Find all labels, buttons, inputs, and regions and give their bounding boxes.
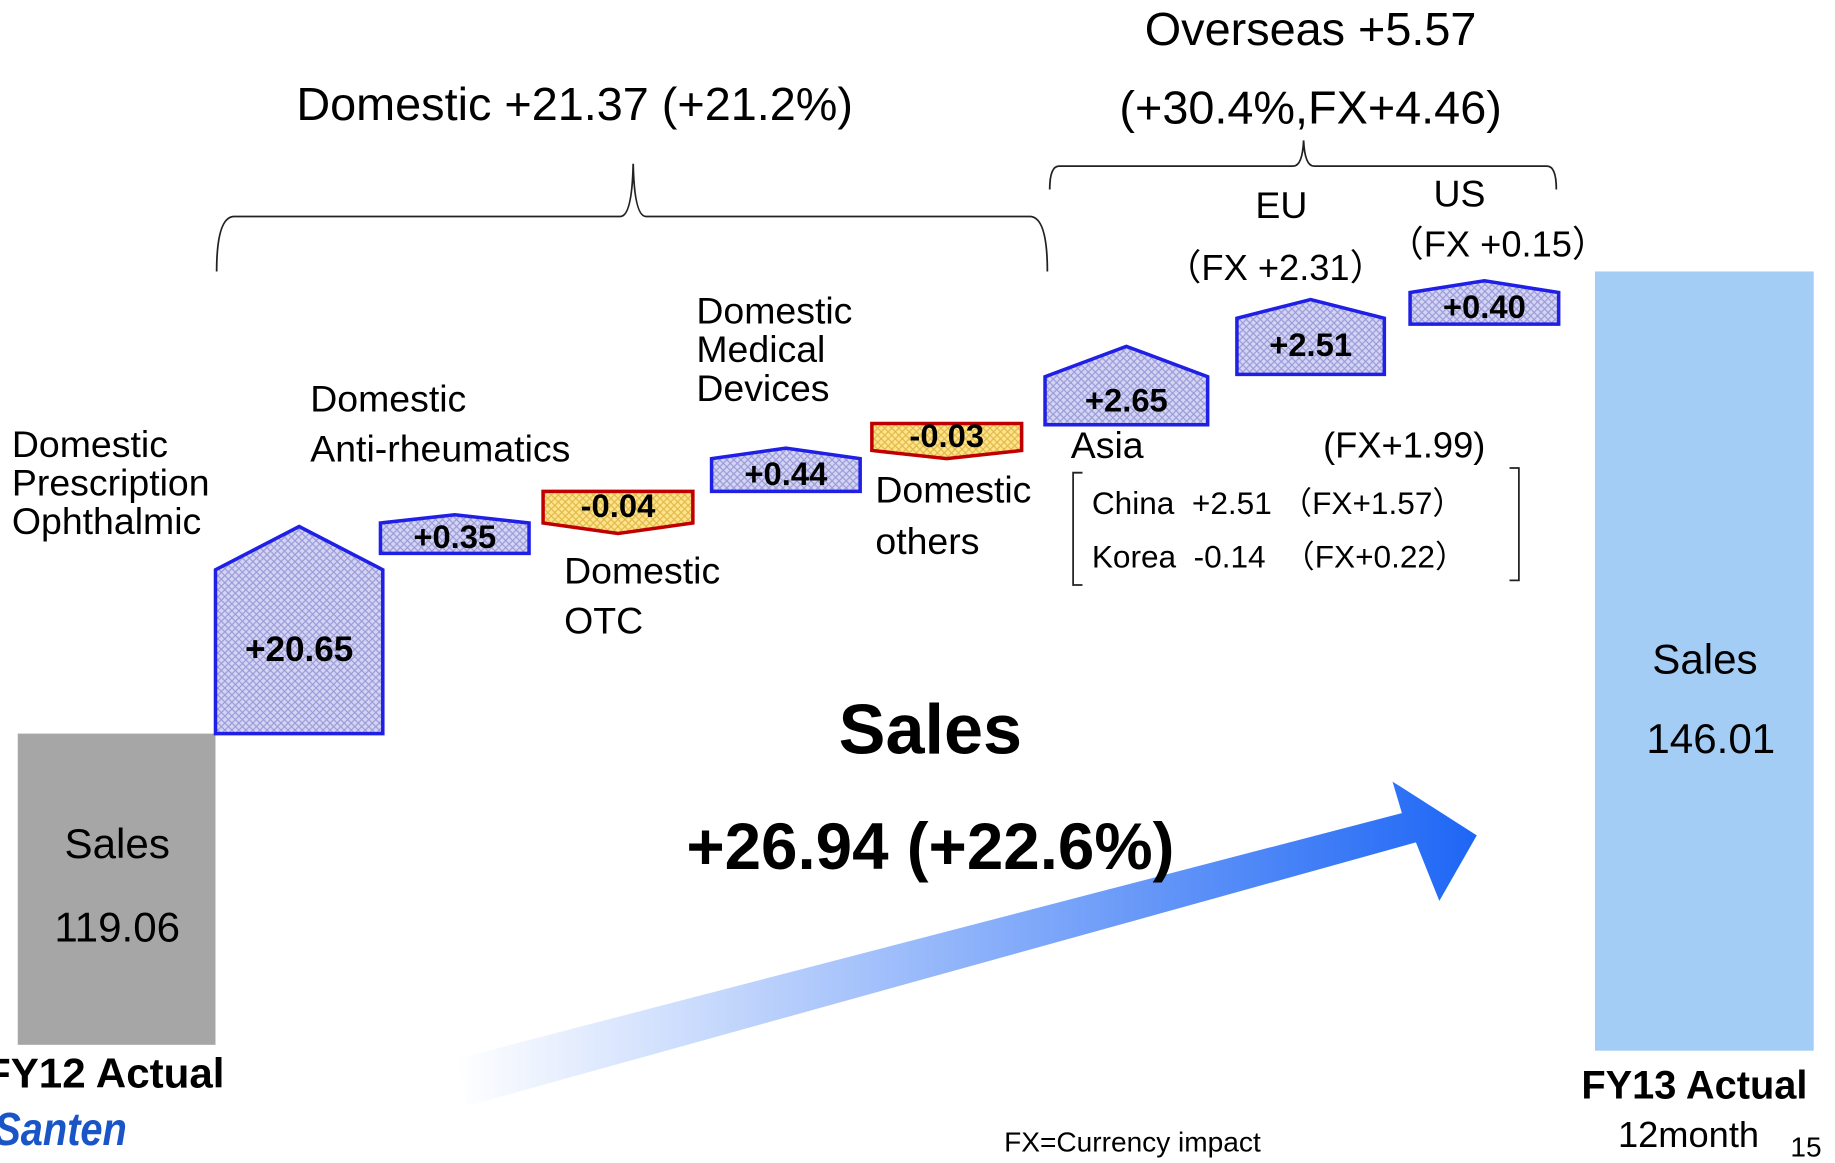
step-bar [1235, 297, 1387, 377]
overseas-brace [1048, 140, 1558, 190]
step-bar [378, 513, 531, 556]
category-line: Domestic [12, 423, 168, 465]
asia-row: Korea -0.14 （FX+0.22） [1092, 539, 1467, 575]
end-sublabel: 12month [1618, 1114, 1759, 1155]
asia-row: China +2.51 （FX+1.57） [1092, 485, 1464, 521]
asia-fx: (FX+1.99) [1323, 425, 1485, 466]
asia-bracket [1072, 467, 1520, 586]
category-label: Domestic OTC [564, 549, 720, 641]
end-bar [1594, 271, 1814, 1051]
category-line: Domestic [564, 549, 720, 591]
step-bar [870, 421, 1024, 461]
value-label: -0.04 [581, 487, 656, 524]
category-line: Anti-rheumatics [310, 428, 570, 470]
category-label: Domestic Prescription Ophthalmic [12, 423, 210, 542]
category-line: Devices [696, 367, 829, 409]
value-label: +2.65 [1085, 382, 1168, 419]
category-line: Ophthalmic [12, 500, 201, 542]
category-line: others [875, 520, 979, 562]
category-label: Domestic others [875, 468, 1031, 561]
value-label: -0.03 [909, 417, 984, 454]
domestic-brace [215, 163, 1049, 272]
step-bar [1043, 344, 1210, 427]
end-value: 146.01 [1646, 715, 1775, 762]
start-name: Sales [65, 820, 170, 867]
category-label: EU [1255, 184, 1307, 226]
footnote: FX=Currency impact [1004, 1127, 1261, 1158]
category-line: Domestic [696, 289, 852, 331]
step-bar [709, 446, 862, 494]
value-label: +20.65 [245, 630, 353, 669]
category-label: Domestic Medical Devices [696, 289, 852, 408]
start-value: 119.06 [54, 903, 180, 950]
us-fx: （FX +0.15） [1387, 223, 1608, 264]
category-line: Medical [696, 328, 825, 370]
chart-title: Sales [839, 689, 1022, 768]
category-label: US [1433, 172, 1485, 214]
end-name: Sales [1652, 635, 1757, 682]
page-number: 15 [1790, 1131, 1821, 1162]
value-label: +0.40 [1443, 288, 1526, 325]
trend-arrow [456, 781, 1477, 1106]
start-label: FY12 Actual [0, 1050, 224, 1097]
category-label: Domestic Anti-rheumatics [310, 377, 570, 469]
overseas-detail: (+30.4%,FX+4.46) [1119, 82, 1501, 134]
chart-subtitle: +26.94 (+22.6%) [686, 810, 1174, 883]
category-line: OTC [564, 600, 643, 642]
step-bar [541, 489, 695, 536]
step-bar [1408, 279, 1561, 326]
eu-fx: （FX +2.31） [1165, 247, 1386, 288]
value-label: +0.35 [413, 518, 496, 555]
step-bar [213, 524, 385, 736]
value-label: +2.51 [1269, 326, 1352, 363]
category-line: Domestic [875, 468, 1031, 510]
category-line: Prescription [12, 461, 210, 503]
logo: Santen [0, 1104, 127, 1156]
category-label: Asia [1071, 424, 1144, 466]
value-label: +0.44 [744, 455, 828, 492]
end-label: FY13 Actual [1581, 1064, 1807, 1108]
domestic-annotation: Domestic +21.37 (+21.2%) [296, 78, 853, 130]
category-line: Domestic [310, 377, 466, 419]
start-bar [17, 733, 216, 1045]
overseas-annotation: Overseas +5.57 [1145, 3, 1477, 55]
